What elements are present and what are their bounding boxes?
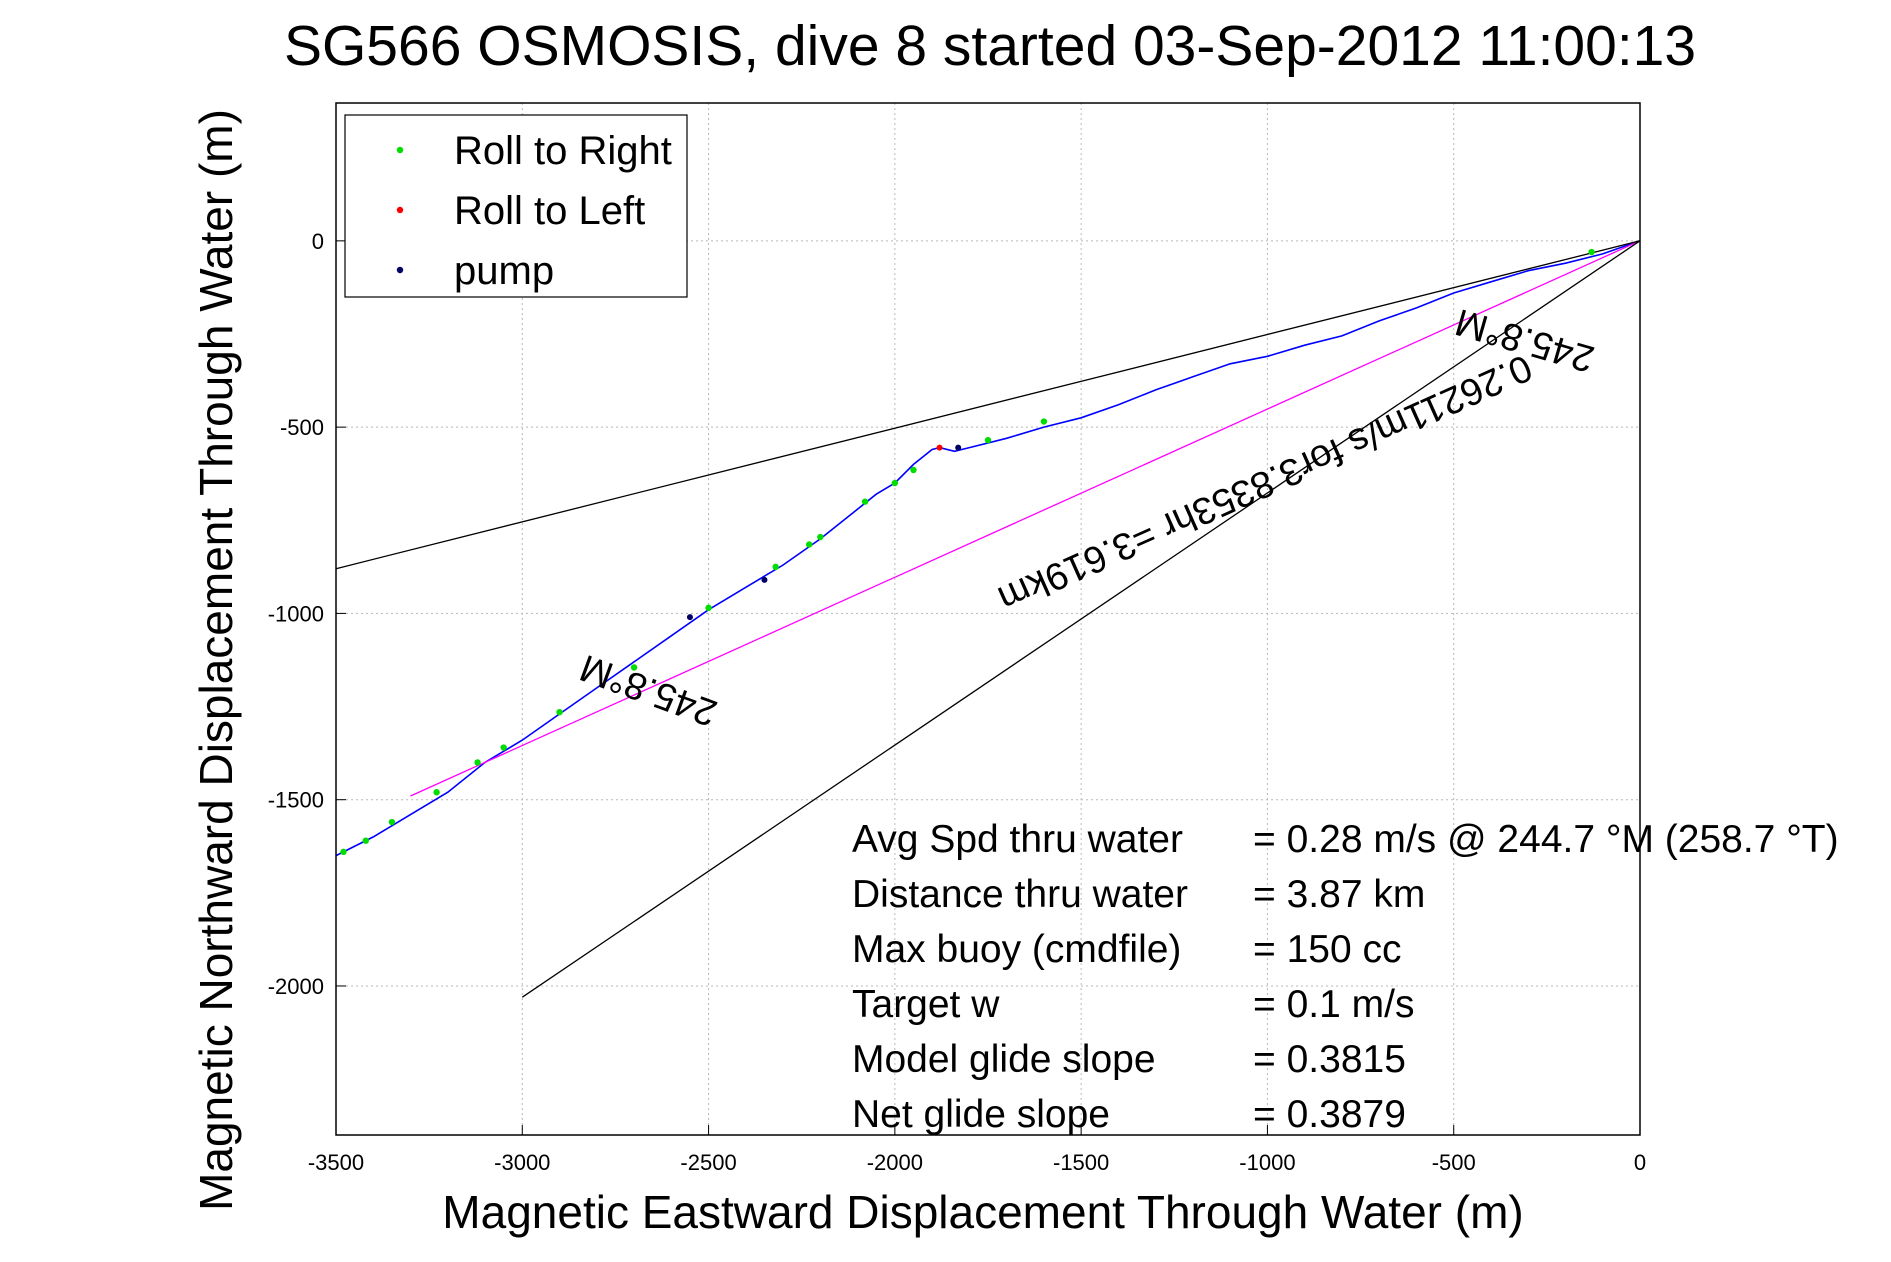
- legend-label: Roll to Left: [454, 189, 645, 233]
- stats-panel: Avg Spd thru water = 0.28 m/s @ 244.7 °M …: [852, 818, 1839, 1136]
- marker-roll-right: [861, 498, 869, 505]
- marker-roll-right: [1040, 418, 1048, 425]
- stat-label: Model glide slope: [852, 1038, 1156, 1081]
- marker-roll-right: [500, 744, 507, 751]
- marker-roll-right: [805, 541, 813, 548]
- stat-value: = 0.28 m/s @ 244.7 °M (258.7 °T): [1253, 818, 1839, 861]
- stat-label: Distance thru water: [852, 873, 1188, 916]
- x-tick-label: -1000: [1239, 1150, 1295, 1175]
- x-axis-label: Magnetic Eastward Displacement Through W…: [442, 1186, 1523, 1238]
- stat-label: Target w: [852, 983, 1000, 1026]
- marker-roll-right: [705, 604, 712, 612]
- x-tick-label: -2000: [867, 1150, 923, 1175]
- legend: Roll to Right Roll to Left pump: [344, 114, 688, 298]
- legend-marker: [396, 206, 404, 214]
- legend-marker: [396, 266, 404, 274]
- y-tick-label: -500: [280, 415, 324, 440]
- series-layer: [335, 240, 1641, 998]
- y-tick-label: 0: [312, 229, 324, 254]
- series-bound_lower: [521, 240, 1641, 998]
- stat-label: Avg Spd thru water: [852, 818, 1183, 861]
- grid: [335, 103, 1641, 1135]
- series-track: [335, 240, 1641, 857]
- x-tick-label: -3000: [494, 1150, 550, 1175]
- marker-roll-right: [817, 533, 824, 541]
- marker-roll-right: [433, 789, 440, 796]
- marker-roll-right: [556, 708, 563, 716]
- y-tick-label: -2000: [268, 974, 324, 999]
- stat-value: = 3.87 km: [1253, 873, 1425, 916]
- marker-roll-right: [910, 466, 917, 474]
- track-annotation: 0.26211m/s for3.8353hr =3.619km: [992, 346, 1538, 620]
- x-tick-label: -2500: [680, 1150, 736, 1175]
- plot-frame: [335, 102, 1641, 1136]
- marker-roll-right: [388, 818, 396, 826]
- stat-value: = 0.1 m/s: [1253, 983, 1414, 1026]
- series-bound_upper: [335, 240, 1641, 570]
- legend-marker: [396, 146, 404, 154]
- marker-roll-right: [984, 436, 992, 444]
- y-tick-label: -1000: [268, 601, 324, 626]
- legend-label: Roll to Right: [454, 129, 672, 173]
- marker-roll-left: [936, 444, 943, 451]
- x-tick-label: -3500: [308, 1150, 364, 1175]
- marker-roll-right: [1588, 248, 1595, 256]
- marker-pump: [686, 614, 693, 621]
- marker-roll-right: [891, 479, 899, 487]
- legend-label: pump: [454, 249, 554, 293]
- tick-labels: -3500 -3000 -2500 -2000 -1500 -1000 -500 0 0 -500…: [268, 229, 1646, 1175]
- stat-label: Max buoy (cmdfile): [852, 928, 1181, 971]
- stat-value: = 150 cc: [1253, 928, 1402, 971]
- series-drift: [410, 240, 1641, 797]
- stat-value: = 0.3815: [1253, 1038, 1406, 1081]
- marker-roll-right: [474, 759, 481, 766]
- marker-pump: [955, 444, 962, 451]
- x-tick-label: -500: [1432, 1150, 1476, 1175]
- chart-title: SG566 OSMOSIS, dive 8 started 03-Sep-201…: [284, 14, 1696, 78]
- marker-roll-right: [772, 563, 779, 571]
- legend-box: [344, 114, 688, 298]
- stat-value: = 0.3879: [1253, 1093, 1406, 1136]
- marker-pump: [761, 576, 768, 583]
- marker-roll-right: [362, 837, 370, 844]
- x-tick-label: -1500: [1053, 1150, 1109, 1175]
- annotation-layer: 245.8°M0.26211m/s for3.8353hr =3.619km24…: [575, 300, 1599, 734]
- track-annotation: 245.8°M: [575, 646, 723, 734]
- y-tick-label: -1500: [268, 788, 324, 813]
- marker-roll-right: [630, 664, 638, 671]
- stat-label: Net glide slope: [852, 1093, 1110, 1136]
- marker-roll-right: [340, 848, 347, 856]
- y-axis-label: Magnetic Northward Displacement Through …: [190, 109, 242, 1211]
- x-tick-label: 0: [1634, 1150, 1646, 1175]
